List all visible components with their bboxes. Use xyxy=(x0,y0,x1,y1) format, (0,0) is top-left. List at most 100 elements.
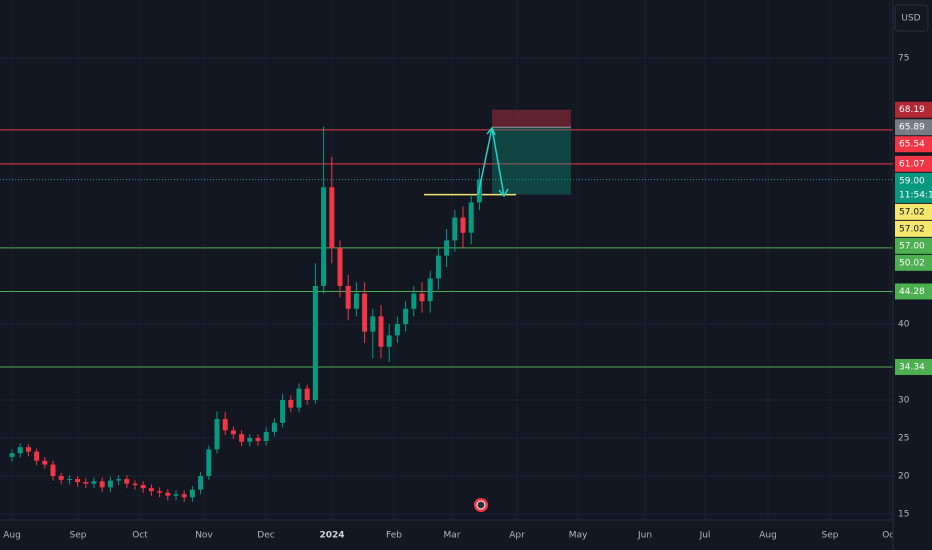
candle-body xyxy=(337,247,343,286)
candle-body xyxy=(157,491,163,493)
candle-body xyxy=(25,447,31,452)
arrow-head xyxy=(486,126,496,136)
y-tick-label: 20 xyxy=(898,471,910,481)
price-label-box xyxy=(895,283,932,300)
candle-body xyxy=(435,255,441,279)
candle-body xyxy=(148,488,154,492)
candle-body xyxy=(403,308,409,324)
stop-zone xyxy=(492,109,571,128)
candle-body xyxy=(353,293,359,309)
price-label-box xyxy=(895,237,932,254)
candle-body xyxy=(296,388,302,408)
candle-body xyxy=(255,437,261,442)
axis: 15 20 25 30 40 75 68.19 65.89 65.54 61.07 59.00 11:… xyxy=(895,53,932,519)
x-tick-label: Jul xyxy=(699,531,711,541)
candle-body xyxy=(370,316,376,332)
x-tick-label: Sep xyxy=(822,531,839,541)
candle-body xyxy=(239,434,245,442)
price-label: 44.28 xyxy=(899,287,925,297)
candle-body xyxy=(222,418,228,431)
candle-body xyxy=(34,451,40,461)
candle-body xyxy=(165,492,171,496)
event-icon-inner xyxy=(476,500,486,510)
x-tick-label: Sep xyxy=(70,531,87,541)
candle-body xyxy=(206,449,212,476)
y-tick-label: 40 xyxy=(898,319,910,329)
candle-body xyxy=(140,485,146,489)
price-label-box xyxy=(895,254,932,271)
candle-body xyxy=(189,489,195,498)
candle-body xyxy=(419,293,425,302)
candle-body xyxy=(452,217,458,241)
candle-body xyxy=(362,293,368,332)
candle-body xyxy=(198,475,204,490)
candle-body xyxy=(378,316,384,347)
candle-body xyxy=(116,479,122,481)
x-tick-label: Aug xyxy=(759,531,777,541)
price-label-box xyxy=(895,119,932,136)
candle-body xyxy=(99,481,105,488)
x-tick-label: Mar xyxy=(444,531,461,541)
candle-body xyxy=(124,479,130,484)
candle-body xyxy=(394,323,400,336)
candle-body xyxy=(107,480,113,488)
x-tick-label: May xyxy=(569,531,588,541)
currency-box[interactable] xyxy=(894,4,929,32)
x-tick-label: Oct xyxy=(882,531,898,541)
candle-body xyxy=(271,422,277,432)
price-label: 65.54 xyxy=(899,140,925,150)
x-tick-label: Aug xyxy=(3,531,21,541)
plot: Aug Sep Oct Nov Dec 2024 Feb Mar Apr May Jun Jul Aug… xyxy=(0,109,898,541)
candle-body xyxy=(329,187,335,248)
price-label-box xyxy=(895,172,932,203)
candle-body xyxy=(321,187,327,286)
candle-body xyxy=(214,418,220,450)
candle-body xyxy=(83,482,89,484)
y-tick-label: 30 xyxy=(898,395,910,405)
candle-body xyxy=(91,481,97,484)
price-axis xyxy=(893,0,932,550)
countdown: 11:54:15 xyxy=(899,190,932,200)
candle-body xyxy=(468,202,474,233)
price-label: 59.00 xyxy=(899,176,925,186)
event-icon[interactable] xyxy=(474,498,488,512)
price-label-box xyxy=(895,136,932,153)
x-tick-label: Oct xyxy=(132,531,148,541)
candle-body xyxy=(427,278,433,302)
candle-body xyxy=(173,494,179,496)
price-label: 57.00 xyxy=(899,241,925,251)
candle-body xyxy=(386,335,392,347)
price-label: 65.89 xyxy=(899,123,925,133)
price-label-box xyxy=(895,155,932,172)
candle-body xyxy=(17,447,23,454)
candle-body xyxy=(58,475,64,480)
candle-body xyxy=(312,285,318,400)
x-tick-label: Apr xyxy=(509,531,525,541)
candle-body xyxy=(50,464,56,476)
candle-body xyxy=(9,453,15,457)
candle-body xyxy=(42,460,48,465)
x-tick-label: Feb xyxy=(386,531,402,541)
candle-body xyxy=(460,217,466,233)
price-label: 50.02 xyxy=(899,258,925,268)
currency: USD xyxy=(901,14,920,24)
candle-body xyxy=(280,399,286,423)
x-tick-label: Jun xyxy=(637,531,652,541)
y-tick-label: 25 xyxy=(898,433,909,443)
y-tick-label: 75 xyxy=(898,53,909,63)
candle-body xyxy=(263,431,269,442)
arrow-head xyxy=(498,188,509,198)
candle-body xyxy=(345,285,351,309)
price-label-box xyxy=(895,359,932,376)
target-zone xyxy=(492,127,571,195)
price-label-box xyxy=(895,203,932,220)
y-tick-label: 15 xyxy=(898,509,909,519)
candle-body xyxy=(444,240,450,256)
candle-body xyxy=(288,399,294,408)
candle-body xyxy=(230,430,236,435)
x-tick-label: Dec xyxy=(257,531,274,541)
candle-body xyxy=(181,494,187,498)
